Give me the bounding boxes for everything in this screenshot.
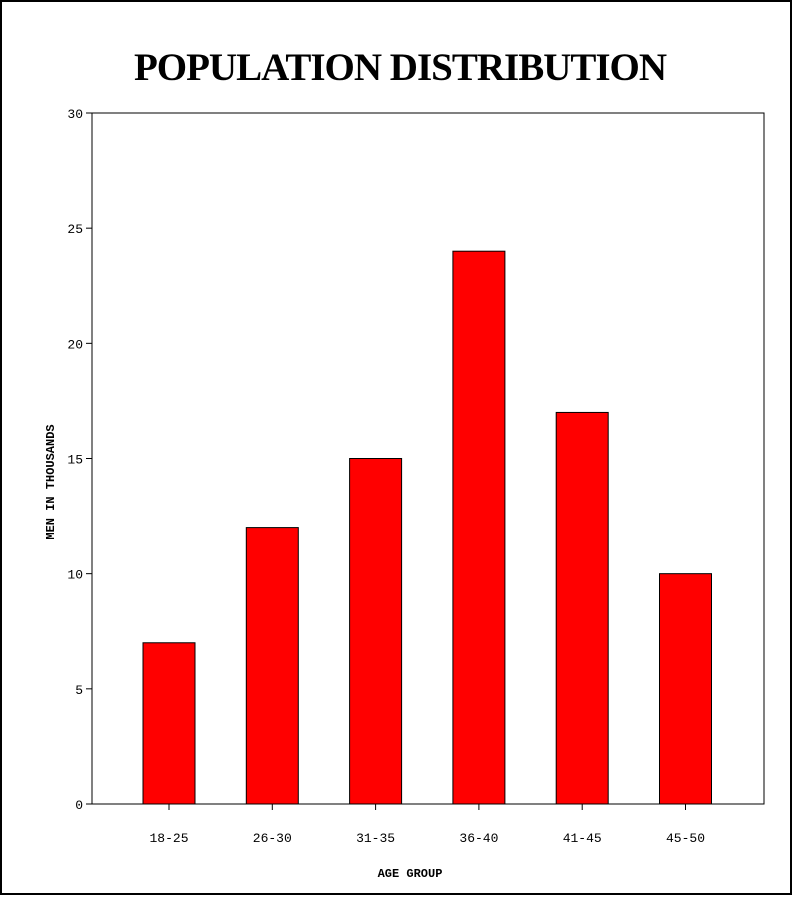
y-tick-label: 15: [67, 453, 83, 468]
x-tick-label: 41-45: [563, 831, 602, 846]
y-tick-label: 30: [67, 107, 83, 122]
x-tick-label: 45-50: [666, 831, 705, 846]
bar-36-40: [452, 250, 506, 805]
bar-31-35: [349, 458, 403, 805]
bars-group: [142, 250, 712, 805]
x-tick-label: 18-25: [149, 831, 188, 846]
x-axis-label: AGE GROUP: [378, 867, 443, 881]
y-tick-label: 20: [67, 337, 83, 352]
chart-title: POPULATION DISTRIBUTION: [134, 46, 667, 89]
y-tick-label: 25: [67, 222, 83, 237]
x-axis: 18-25 26-30 31-35 36-40 41-45 45-50: [149, 804, 705, 846]
y-tick-label: 0: [75, 798, 83, 813]
bar-45-50: [659, 573, 712, 805]
y-tick-label: 10: [67, 568, 83, 583]
bar-26-30: [245, 527, 299, 805]
y-axis: 0 5 10 15 20 25 30: [67, 107, 92, 813]
x-tick-label: 36-40: [459, 831, 498, 846]
bar-18-25: [142, 642, 196, 805]
bar-41-45: [555, 411, 609, 805]
y-axis-label: MEN IN THOUSANDS: [44, 424, 58, 539]
x-tick-label: 31-35: [356, 831, 395, 846]
x-tick-label: 26-30: [253, 831, 292, 846]
y-tick-label: 5: [75, 683, 83, 698]
